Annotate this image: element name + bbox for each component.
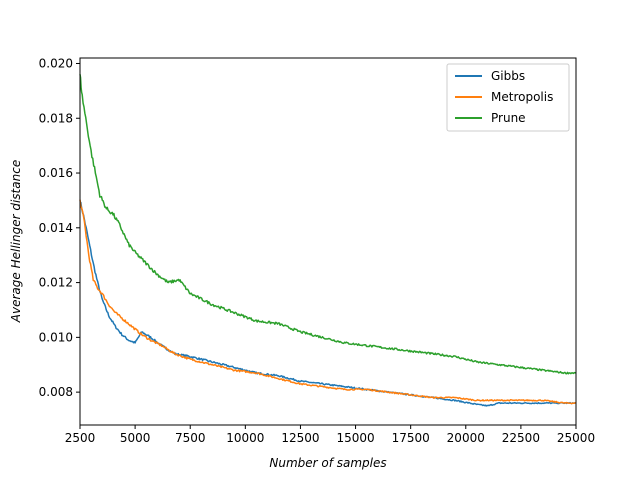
x-tick-label: 20000: [447, 431, 485, 445]
y-tick-label: 0.020: [39, 56, 73, 70]
legend: Gibbs Metropolis Prune: [446, 63, 570, 132]
x-tick-label: 12500: [281, 431, 319, 445]
y-tick-label: 0.014: [39, 221, 73, 235]
x-tick-label: 15000: [336, 431, 374, 445]
x-axis-label: Number of samples: [269, 456, 386, 470]
series-line-metropolis: [79, 199, 577, 405]
y-axis-label: Average Hellinger distance: [9, 160, 23, 323]
x-tick-label: 5000: [120, 431, 151, 445]
series-layer: [79, 74, 577, 407]
x-tick-label: 10000: [226, 431, 264, 445]
series-line-prune: [79, 74, 577, 375]
x-tick-label: 22500: [502, 431, 540, 445]
x-tick-label: 2500: [65, 431, 96, 445]
x-axis: 2500 5000 7500 10000 12500 15000 17500 20000 225…: [65, 425, 595, 445]
x-tick-label: 7500: [175, 431, 206, 445]
x-tick-label: 25000: [557, 431, 595, 445]
plot-frame: [79, 57, 577, 426]
legend-label-gibbs: Gibbs: [491, 69, 525, 83]
legend-label-prune: Prune: [491, 111, 526, 125]
y-axis: 0.008 0.010 0.012 0.014 0.016 0.018 0.020: [39, 56, 80, 399]
y-tick-label: 0.008: [39, 385, 73, 399]
x-tick-label: 17500: [392, 431, 430, 445]
legend-box: [446, 63, 570, 132]
y-tick-label: 0.010: [39, 330, 73, 344]
y-tick-label: 0.018: [39, 111, 73, 125]
y-tick-label: 0.016: [39, 166, 73, 180]
legend-label-metropolis: Metropolis: [491, 90, 553, 104]
y-tick-label: 0.012: [39, 276, 73, 290]
